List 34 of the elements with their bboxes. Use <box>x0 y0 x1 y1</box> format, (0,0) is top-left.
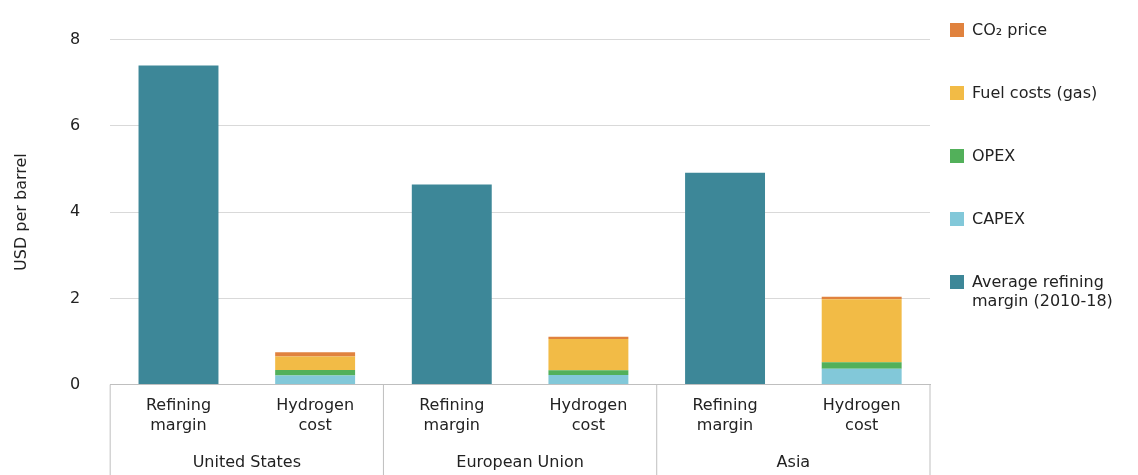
bar <box>275 352 356 357</box>
bar <box>821 368 902 385</box>
bar <box>275 369 356 376</box>
legend-label: CAPEX <box>972 209 1025 228</box>
legend-label: CO₂ price <box>972 20 1048 39</box>
bar <box>138 65 219 385</box>
text: European Union <box>456 452 584 472</box>
x-tick-label: Hydrogen cost <box>276 395 355 434</box>
legend-label: OPEX <box>972 146 1016 165</box>
bar <box>685 172 766 385</box>
x-tick-label: Refining margin <box>692 395 758 434</box>
bar <box>275 375 356 385</box>
legend-label: Fuel costs (gas) <box>972 83 1098 102</box>
text: United States <box>192 452 301 472</box>
y-tick-label: 2 <box>69 287 81 307</box>
bar <box>821 362 902 369</box>
y-tick-label: 4 <box>69 201 81 221</box>
y-tick-label: 0 <box>69 373 81 393</box>
bar <box>821 299 902 363</box>
x-tick-label: Refining margin <box>419 395 485 434</box>
bar <box>548 370 629 376</box>
bar <box>548 336 629 339</box>
x-tick-label: Refining margin <box>145 395 212 434</box>
bar <box>548 338 629 371</box>
bar <box>275 356 356 370</box>
bar <box>411 184 492 385</box>
x-tick-label: Hydrogen cost <box>549 395 628 434</box>
y-axis-title: USD per barrel <box>11 153 31 271</box>
bar <box>548 375 629 385</box>
y-tick-label: 8 <box>69 28 81 48</box>
text: Asia <box>776 452 811 472</box>
x-tick-label: Hydrogen cost <box>822 395 901 434</box>
legend-label: Average refining margin (2010-18) <box>972 272 1114 310</box>
y-tick-label: 6 <box>69 115 81 135</box>
